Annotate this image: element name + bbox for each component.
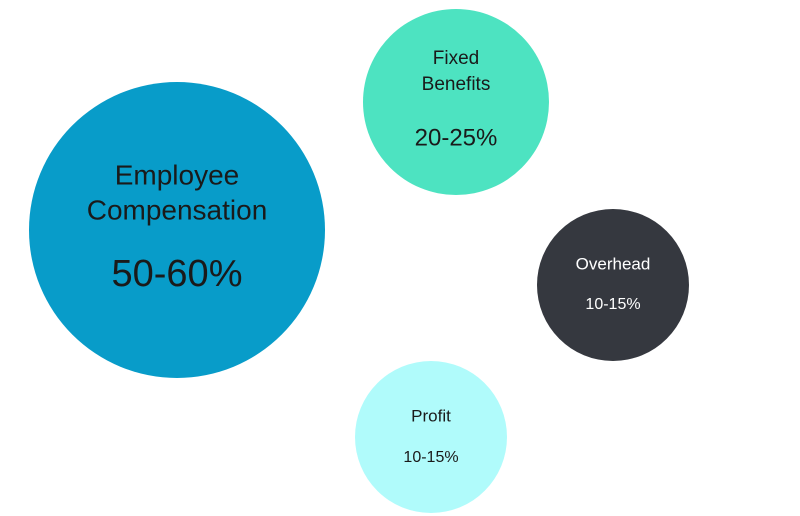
node-value: 10-15% (585, 296, 640, 313)
bubble (355, 361, 507, 513)
node: Employee Compensation 50-60% (29, 82, 325, 378)
bubble (537, 209, 689, 361)
bubble (29, 82, 325, 378)
node: Overhead 10-15% (537, 209, 689, 361)
node-value: 10-15% (403, 449, 458, 466)
node: Profit 10-15% (355, 361, 507, 513)
node-label: Compensation (87, 194, 268, 225)
bubble (363, 9, 549, 195)
node-value: 20-25% (415, 124, 498, 151)
node-label: Overhead (576, 254, 651, 273)
node-label: Employee (115, 159, 240, 190)
node-label: Benefits (422, 74, 491, 95)
node: Fixed Benefits 20-25% (363, 9, 549, 195)
node-value: 50-60% (112, 253, 243, 295)
node-label: Fixed (433, 48, 479, 69)
node-label: Profit (411, 406, 451, 425)
